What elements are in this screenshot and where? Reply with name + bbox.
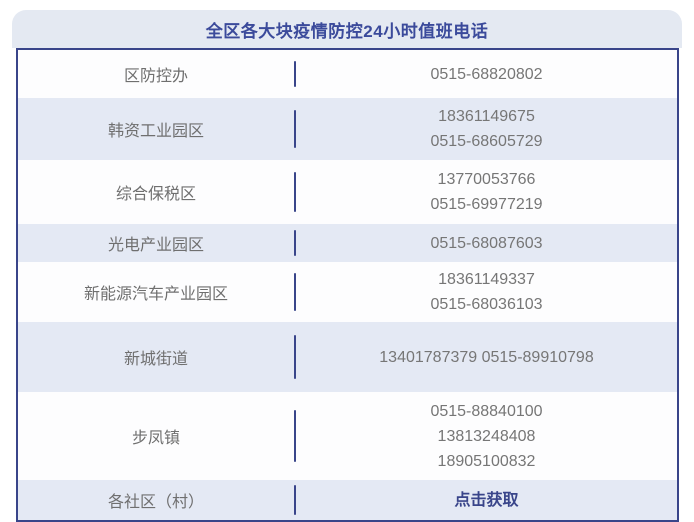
phone-number: 18905100832 — [437, 452, 536, 470]
get-community-numbers-link[interactable]: 点击获取 — [296, 480, 677, 520]
row-label: 综合保税区 — [115, 186, 196, 203]
column-divider — [294, 98, 296, 160]
row-value: 0515-68087603 — [296, 224, 677, 262]
column-divider — [294, 224, 296, 262]
row-value: 0515-88840100 13813248408 18905100832 — [296, 392, 677, 480]
page-title: 全区各大块疫情防控24小时值班电话 — [205, 21, 489, 41]
column-divider — [294, 480, 296, 520]
phone-number: 13401787379 0515-89910798 — [379, 348, 594, 366]
phone-number: 0515-88840100 — [430, 402, 543, 420]
row-label: 步凤镇 — [131, 430, 180, 447]
column-divider — [294, 50, 296, 98]
row-label: 区防控办 — [123, 68, 188, 85]
row-value: 18361149337 0515-68036103 — [296, 262, 677, 322]
phone-number: 0515-69977219 — [430, 196, 543, 213]
row-label: 光电产业园区 — [107, 237, 204, 254]
table-row: 新能源汽车产业园区 18361149337 0515-68036103 — [18, 262, 677, 322]
row-label: 各社区（村） — [107, 494, 204, 511]
table-row: 区防控办 0515-68820802 — [18, 50, 677, 98]
row-label: 韩资工业园区 — [107, 123, 204, 140]
row-value: 13401787379 0515-89910798 — [296, 322, 677, 392]
phone-number: 0515-68087603 — [430, 234, 543, 252]
phone-number: 0515-68605729 — [430, 133, 543, 150]
phone-directory-table: 区防控办 0515-68820802 韩资工业园区 18361149675 05… — [16, 48, 679, 522]
phone-directory-card: 全区各大块疫情防控24小时值班电话 区防控办 0515-68820802 韩资工… — [12, 10, 682, 522]
row-value: 18361149675 0515-68605729 — [296, 98, 677, 160]
row-label: 新能源汽车产业园区 — [83, 286, 228, 303]
phone-number: 18361149675 — [438, 108, 535, 125]
phone-number: 0515-68820802 — [430, 65, 543, 83]
table-row: 新城街道 13401787379 0515-89910798 — [18, 322, 677, 392]
table-row: 各社区（村） 点击获取 — [18, 480, 677, 520]
link-label: 点击获取 — [454, 491, 519, 509]
row-label: 新城街道 — [123, 351, 188, 368]
row-value: 13770053766 0515-69977219 — [296, 160, 677, 224]
phone-number: 13813248408 — [437, 427, 536, 445]
table-row: 步凤镇 0515-88840100 13813248408 1890510083… — [18, 392, 677, 480]
column-divider — [294, 322, 296, 392]
table-row: 综合保税区 13770053766 0515-69977219 — [18, 160, 677, 224]
table-row: 光电产业园区 0515-68087603 — [18, 224, 677, 262]
row-value: 0515-68820802 — [296, 50, 677, 98]
phone-number: 13770053766 — [437, 171, 536, 188]
table-header: 全区各大块疫情防控24小时值班电话 — [12, 10, 682, 48]
phone-number: 18361149337 — [438, 271, 535, 288]
column-divider — [294, 262, 296, 322]
column-divider — [294, 160, 296, 224]
phone-number: 0515-68036103 — [430, 296, 543, 313]
table-row: 韩资工业园区 18361149675 0515-68605729 — [18, 98, 677, 160]
column-divider — [294, 392, 296, 480]
